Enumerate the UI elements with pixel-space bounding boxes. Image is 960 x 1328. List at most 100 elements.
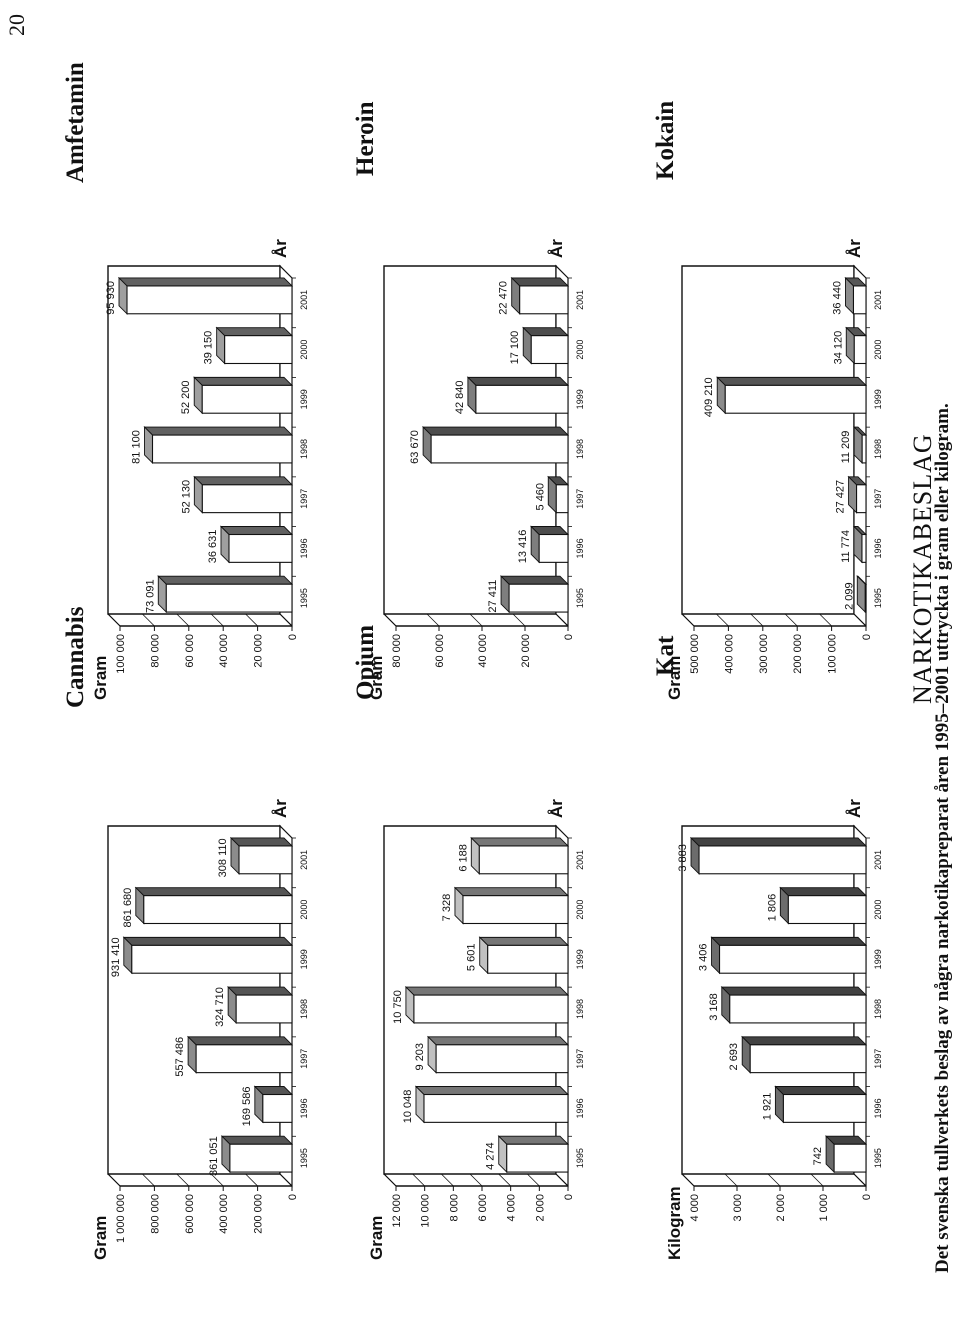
x-tick-label: 2001 <box>873 850 883 870</box>
y-tick-label: 600 000 <box>184 1194 196 1234</box>
bar <box>508 583 569 613</box>
x-axis-label: År <box>547 799 566 818</box>
bar-side <box>710 936 868 946</box>
x-tick-label: 1999 <box>575 949 585 969</box>
x-tick-label: 1995 <box>575 1148 585 1168</box>
bar <box>238 845 293 875</box>
y-tick-depth <box>750 613 764 627</box>
bar <box>435 1044 569 1074</box>
x-tick-label: 1995 <box>299 1148 309 1168</box>
bar-value-label: 7 328 <box>441 894 453 922</box>
y-tick-depth <box>426 613 440 627</box>
y-tick-depth <box>142 613 155 627</box>
x-tick-label: 2001 <box>575 850 585 870</box>
bar-value-label: 27 411 <box>487 580 499 613</box>
bar <box>228 533 293 563</box>
bar <box>235 994 293 1024</box>
y-tick-label: 20 000 <box>253 634 265 668</box>
bar <box>787 895 867 925</box>
panel-title-heroin: Heroin <box>352 101 379 176</box>
y-tick-depth <box>810 1173 824 1187</box>
y-tick-label: 60 000 <box>434 634 446 668</box>
y-tick-label: 0 <box>861 1194 873 1200</box>
bar-value-label: 3 883 <box>677 844 689 872</box>
bar-value-label: 52 200 <box>180 380 192 414</box>
bar <box>423 1093 569 1123</box>
bar <box>530 335 569 365</box>
panel-title-cannabis: Cannabis <box>62 606 89 708</box>
x-tick-label: 1997 <box>575 1049 585 1069</box>
bar-value-label: 5 460 <box>534 483 546 511</box>
x-axis-label: År <box>845 799 864 818</box>
bar-side <box>453 887 570 897</box>
bar <box>861 533 867 563</box>
bar <box>729 994 867 1024</box>
bar-side <box>219 526 294 535</box>
bar-value-label: 557 486 <box>174 1037 186 1077</box>
y-tick-depth <box>724 1173 738 1187</box>
bar <box>224 335 293 365</box>
bar-value-label: 13 416 <box>517 530 529 564</box>
x-tick-label: 1995 <box>873 588 883 608</box>
bar-side <box>470 837 570 847</box>
y-axis-label: Gram <box>91 656 110 700</box>
y-tick-depth <box>176 1173 190 1187</box>
bar-value-label: 11 774 <box>840 530 852 563</box>
chart-amfetamin: 0 20 000 40 000 60 000 80 000 100 000 Gram År 73… <box>91 239 309 700</box>
y-tick-label: 2 000 <box>775 1194 787 1222</box>
bar-side <box>774 1086 868 1095</box>
y-tick-label: 0 <box>563 1194 575 1200</box>
bar-value-label: 95 930 <box>105 281 117 315</box>
chart-heroin: 0 20 000 40 000 60 000 80 000 Gram År 27 411 199… <box>367 239 585 700</box>
bar <box>195 1044 293 1074</box>
bar-side <box>741 1036 868 1046</box>
bar-value-label: 34 120 <box>832 331 844 365</box>
y-tick-label: 60 000 <box>184 634 196 668</box>
y-tick-label: 80 000 <box>391 634 403 668</box>
bar-side <box>478 936 570 946</box>
bar <box>478 845 569 875</box>
y-tick-label: 0 <box>563 634 575 640</box>
bar-value-label: 10 750 <box>392 990 404 1024</box>
x-tick-label: 1996 <box>873 538 883 558</box>
bar-value-label: 42 840 <box>454 380 466 414</box>
y-tick-label: 3 000 <box>732 1194 744 1222</box>
y-tick-depth <box>107 613 121 627</box>
bar <box>506 1143 569 1173</box>
x-tick-label: 2001 <box>299 850 309 870</box>
bar <box>151 434 293 464</box>
x-tick-label: 1997 <box>299 1049 309 1069</box>
y-tick-depth <box>383 613 397 627</box>
y-tick-depth <box>555 613 569 627</box>
y-tick-label: 200 000 <box>792 634 804 674</box>
bar-side <box>779 887 868 897</box>
y-tick-depth <box>142 1173 155 1187</box>
y-tick-depth <box>245 613 258 627</box>
x-tick-label: 1996 <box>575 1098 585 1118</box>
x-tick-label: 1997 <box>299 489 309 509</box>
bar <box>229 1143 293 1173</box>
x-tick-label: 2000 <box>873 900 883 920</box>
x-tick-label: 2000 <box>299 340 309 360</box>
bar-value-label: 1 921 <box>761 1093 773 1121</box>
bar <box>852 285 867 315</box>
bar-value-label: 1 806 <box>766 894 778 922</box>
y-tick-label: 20 000 <box>520 634 532 668</box>
bar-value-label: 324 710 <box>214 987 226 1027</box>
bar <box>718 944 867 974</box>
y-axis-label: Gram <box>367 656 386 700</box>
y-tick-depth <box>107 1173 121 1187</box>
bar-value-label: 9 203 <box>414 1043 426 1071</box>
x-tick-label: 2001 <box>299 290 309 310</box>
plot-back-wall <box>681 265 855 615</box>
y-tick-label: 400 000 <box>218 1194 230 1234</box>
bar-value-label: 3 406 <box>698 944 710 972</box>
bar-side <box>720 986 868 996</box>
x-tick-label: 1996 <box>873 1098 883 1118</box>
bar-value-label: 39 150 <box>203 331 215 365</box>
bar-side <box>187 1036 294 1046</box>
x-tick-label: 1997 <box>575 489 585 509</box>
bar <box>782 1093 867 1123</box>
bar <box>430 434 569 464</box>
